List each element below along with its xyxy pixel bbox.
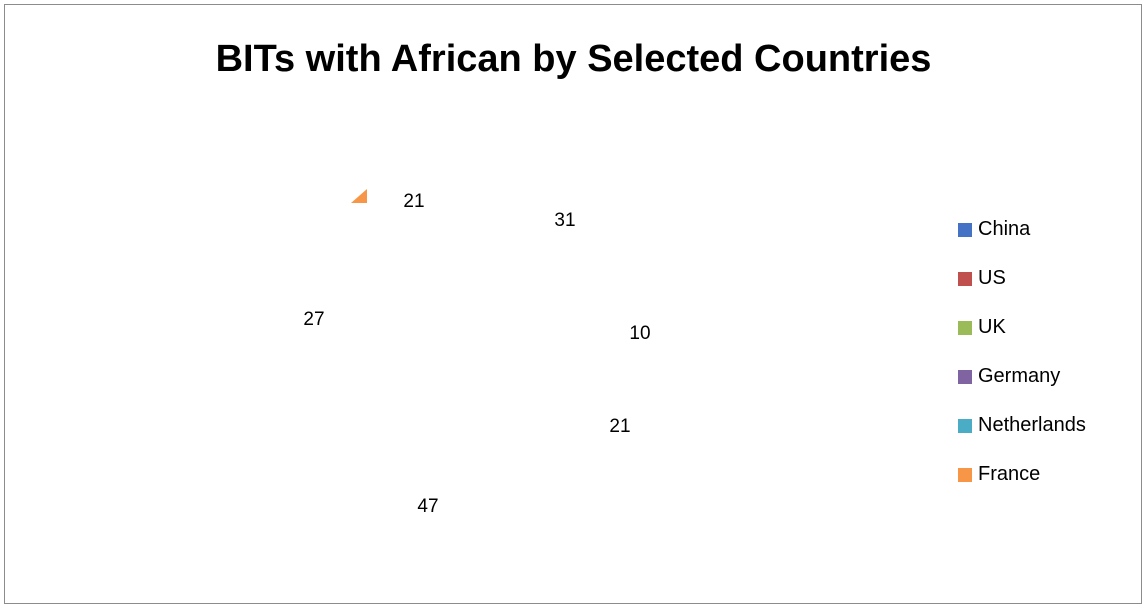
legend-item-china: China xyxy=(958,205,1138,254)
legend-swatch-china xyxy=(958,222,972,237)
chart-area xyxy=(4,4,1142,604)
data-label-us: 10 xyxy=(629,323,650,344)
data-label-uk: 21 xyxy=(609,416,630,437)
legend-label: US xyxy=(978,267,1006,289)
legend-item-us: US xyxy=(958,254,1138,303)
legend-label: Netherlands xyxy=(978,414,1086,436)
data-label-france: 21 xyxy=(403,191,424,212)
data-label-netherlands: 27 xyxy=(303,309,324,330)
legend-swatch-france xyxy=(958,467,972,482)
legend-label: UK xyxy=(978,316,1006,338)
pie-marks xyxy=(351,189,367,203)
legend-label: China xyxy=(978,218,1031,240)
legend-swatch-uk xyxy=(958,320,972,335)
legend: China US UK Germany Netherlands France xyxy=(958,205,1138,499)
legend-item-uk: UK xyxy=(958,303,1138,352)
legend-swatch-netherlands xyxy=(958,418,972,433)
france-wedge-marker xyxy=(351,189,367,203)
legend-item-france: France xyxy=(958,450,1138,499)
legend-item-germany: Germany xyxy=(958,352,1138,401)
chart-title: BITs with African by Selected Countries xyxy=(215,38,932,80)
legend-swatch-germany xyxy=(958,369,972,384)
legend-label: Germany xyxy=(978,365,1061,387)
legend-swatch-us xyxy=(958,271,972,286)
data-label-germany: 47 xyxy=(417,496,438,517)
legend-label: France xyxy=(978,463,1041,485)
legend-item-netherlands: Netherlands xyxy=(958,401,1138,450)
pie-data-labels: 31 10 21 47 27 21 xyxy=(303,191,650,517)
data-label-china: 31 xyxy=(554,210,575,231)
